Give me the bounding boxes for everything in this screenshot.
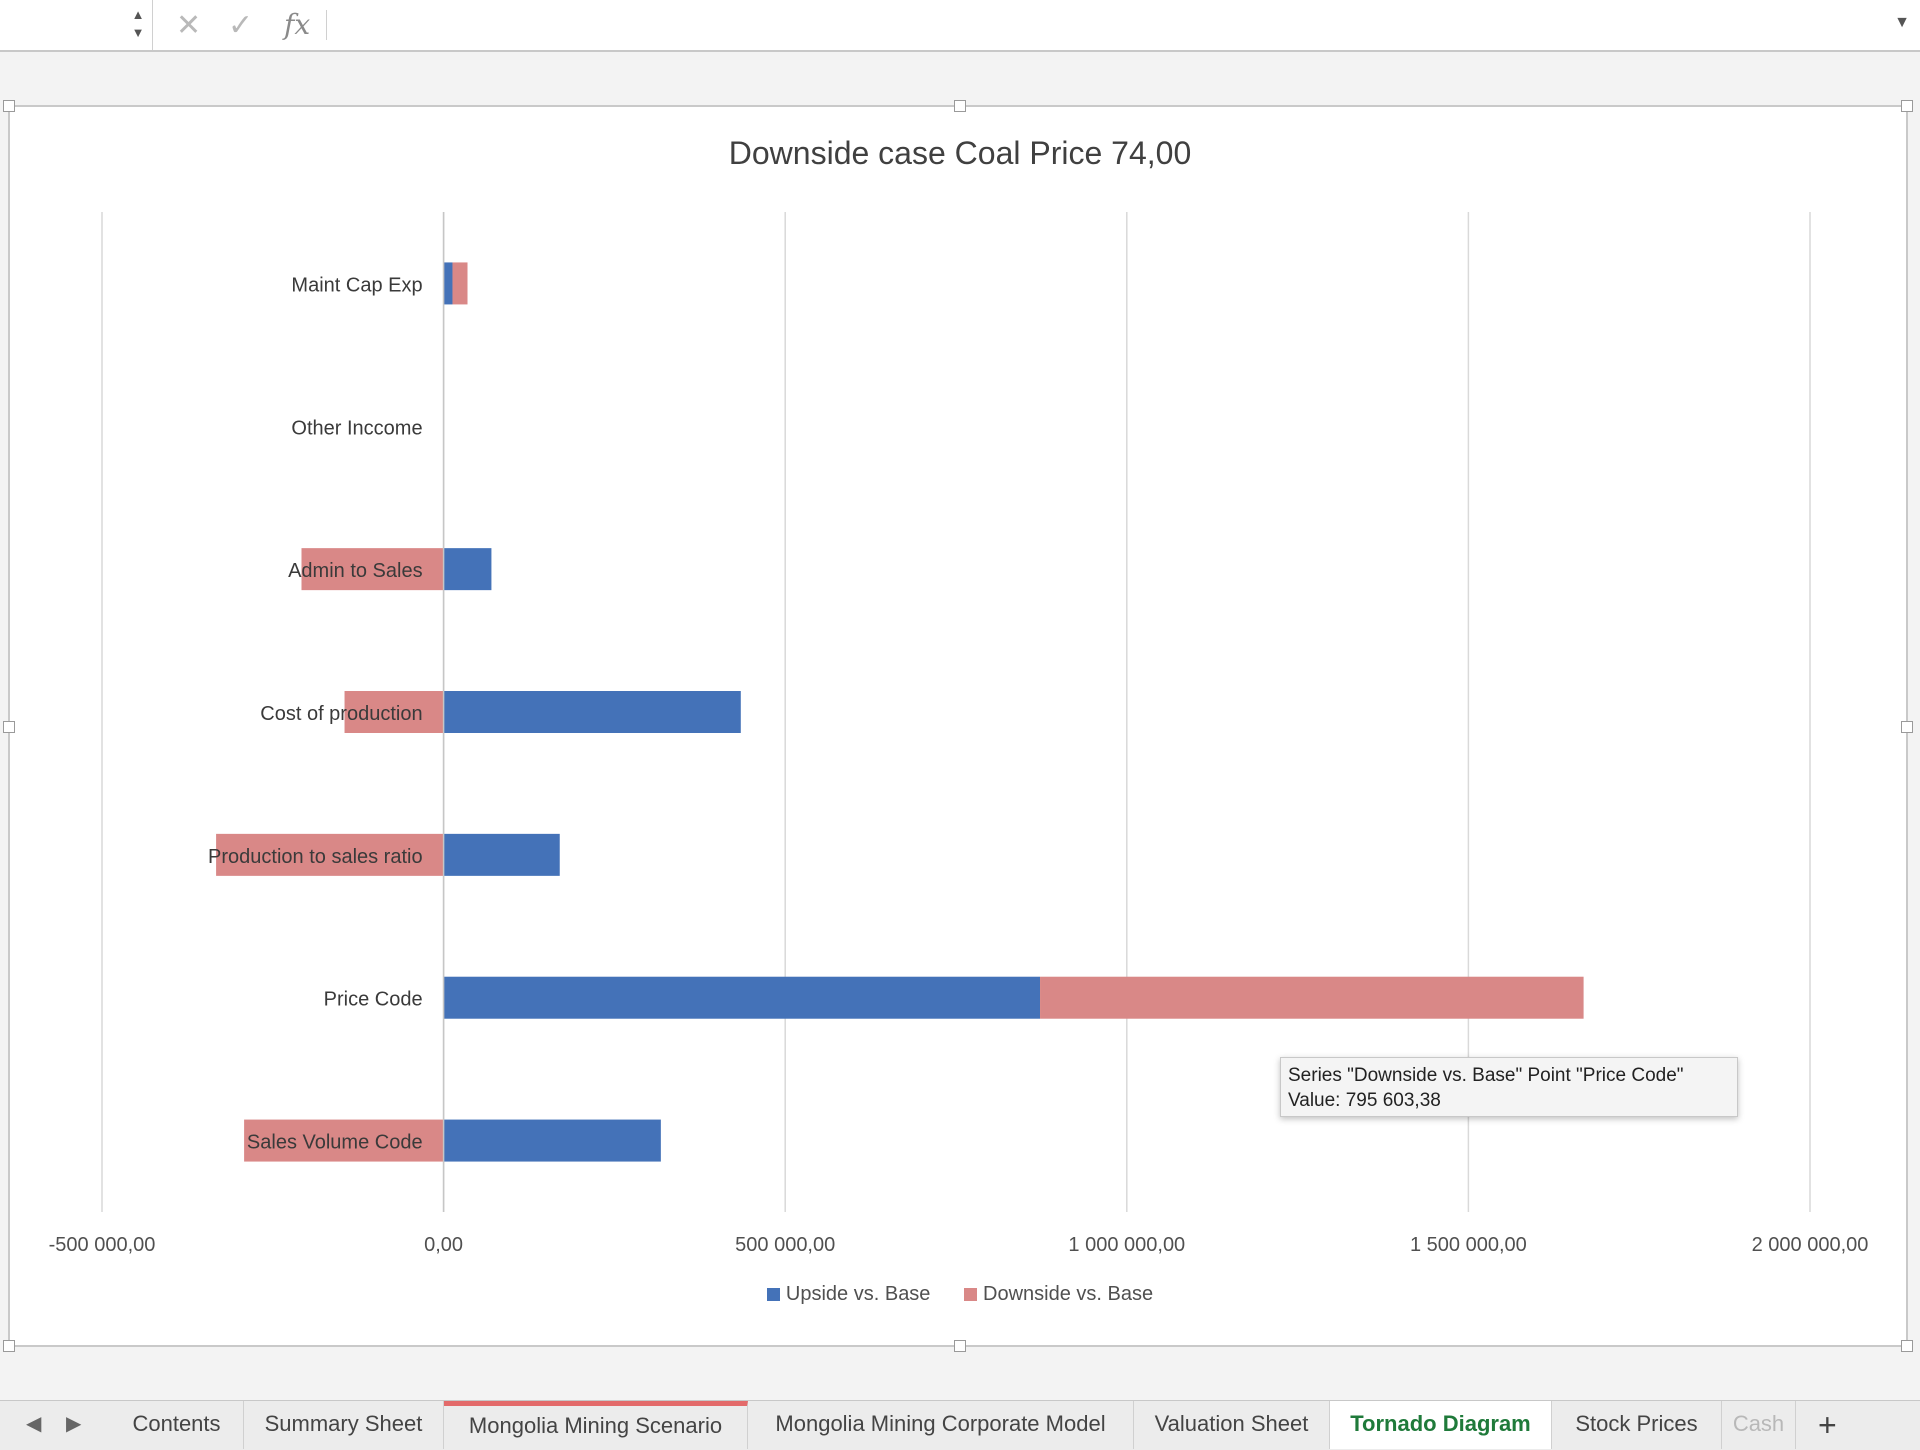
chart-title[interactable]: Downside case Coal Price 74,00: [728, 135, 1192, 171]
bar-downside[interactable]: [452, 262, 468, 305]
resize-handle-left[interactable]: [3, 721, 15, 733]
bar-upside[interactable]: [443, 691, 741, 733]
chart-area[interactable]: Maint Cap Exp Other Inccome Admin to Sales…: [3, 100, 1913, 1352]
legend-label-downside: Downside vs. Base: [983, 1283, 1154, 1305]
resize-handle-bottom-left[interactable]: [3, 1340, 15, 1352]
category-label: Sales Volume Code: [247, 1132, 423, 1154]
legend-label-upside: Upside vs. Base: [785, 1283, 931, 1305]
chart-legend[interactable]: Upside vs. Base Downside vs. Base: [10, 1283, 1910, 1306]
tab-summary-sheet[interactable]: Summary Sheet: [244, 1401, 444, 1449]
x-tick-label: 1 500 000,00: [1410, 1234, 1527, 1256]
category-label: Other Inccome: [291, 417, 422, 439]
tab-mongolia-mining-scenario[interactable]: Mongolia Mining Scenario: [444, 1401, 748, 1449]
formula-bar: ▲ ▼ ✕ ✓ fx ▼: [0, 0, 1920, 52]
tab-stock-prices[interactable]: Stock Prices: [1552, 1401, 1722, 1449]
legend-item-downside[interactable]: Downside vs. Base: [964, 1283, 1153, 1306]
bar-downside[interactable]: [1040, 976, 1584, 1019]
resize-handle-bottom[interactable]: [954, 1340, 966, 1352]
resize-handle-top-right[interactable]: [1901, 100, 1913, 112]
resize-handle-top[interactable]: [954, 100, 966, 112]
x-tick-label: -500 000,00: [49, 1234, 156, 1256]
bar-downside[interactable]: [344, 691, 444, 733]
tab-cash[interactable]: Cash: [1722, 1401, 1796, 1449]
resize-handle-right[interactable]: [1901, 721, 1913, 733]
tooltip-value: Value: 795 603,38: [1288, 1090, 1441, 1111]
bar-downside[interactable]: [301, 548, 444, 591]
bar-upside[interactable]: [443, 833, 560, 876]
resize-handle-top-left[interactable]: [3, 100, 15, 112]
tab-tornado-diagram[interactable]: Tornado Diagram: [1330, 1401, 1552, 1449]
name-box[interactable]: ▲ ▼: [0, 0, 153, 50]
tab-mongolia-mining-corporate-model[interactable]: Mongolia Mining Corporate Model: [748, 1401, 1134, 1449]
legend-swatch-upside: [766, 1288, 780, 1301]
expand-formula-bar-icon[interactable]: ▼: [1894, 14, 1910, 31]
resize-handle-bottom-right[interactable]: [1901, 1340, 1913, 1352]
bar-downside[interactable]: [244, 1119, 444, 1162]
sheet-tab-bar: ◀ ▶ Contents Summary Sheet Mongolia Mini…: [0, 1400, 1920, 1450]
tab-contents[interactable]: Contents: [110, 1401, 244, 1449]
bar-upside[interactable]: [443, 262, 453, 305]
category-label: Production to sales ratio: [208, 846, 423, 868]
insert-function-icon[interactable]: fx: [284, 8, 311, 41]
category-label: Price Code: [324, 989, 423, 1011]
category-label: Cost of production: [260, 703, 422, 725]
category-label: Maint Cap Exp: [291, 274, 422, 296]
x-tick-label: 500 000,00: [735, 1234, 835, 1256]
scroll-tabs-left-icon[interactable]: ◀: [26, 1413, 42, 1435]
cancel-icon[interactable]: ✕: [176, 9, 202, 42]
x-tick-label: 0,00: [424, 1234, 463, 1256]
category-label: Admin to Sales: [288, 560, 423, 582]
formula-divider: [326, 10, 327, 40]
legend-swatch-downside: [964, 1288, 977, 1301]
bar-upside[interactable]: [443, 1119, 661, 1162]
formula-input[interactable]: [330, 0, 1880, 50]
tab-valuation-sheet[interactable]: Valuation Sheet: [1134, 1401, 1330, 1449]
chart-tooltip: Series "Downside vs. Base" Point "Price …: [1280, 1057, 1738, 1117]
bar-upside[interactable]: [443, 548, 492, 591]
confirm-icon[interactable]: ✓: [228, 9, 254, 42]
bar-upside[interactable]: [443, 976, 1041, 1019]
legend-item-upside[interactable]: Upside vs. Base: [766, 1283, 931, 1306]
x-tick-label: 1 000 000,00: [1068, 1234, 1185, 1256]
tooltip-series-point: Series "Downside vs. Base" Point "Price …: [1288, 1065, 1684, 1086]
bar-downside[interactable]: [216, 833, 444, 876]
scroll-tabs-right-icon[interactable]: ▶: [66, 1413, 82, 1435]
add-sheet-button[interactable]: +: [1818, 1407, 1837, 1443]
x-tick-label: 2 000 000,00: [1752, 1234, 1869, 1256]
tornado-chart[interactable]: Maint Cap Exp Other Inccome Admin to Sales…: [10, 107, 1910, 1349]
name-box-stepper-icon[interactable]: ▲ ▼: [131, 7, 145, 40]
